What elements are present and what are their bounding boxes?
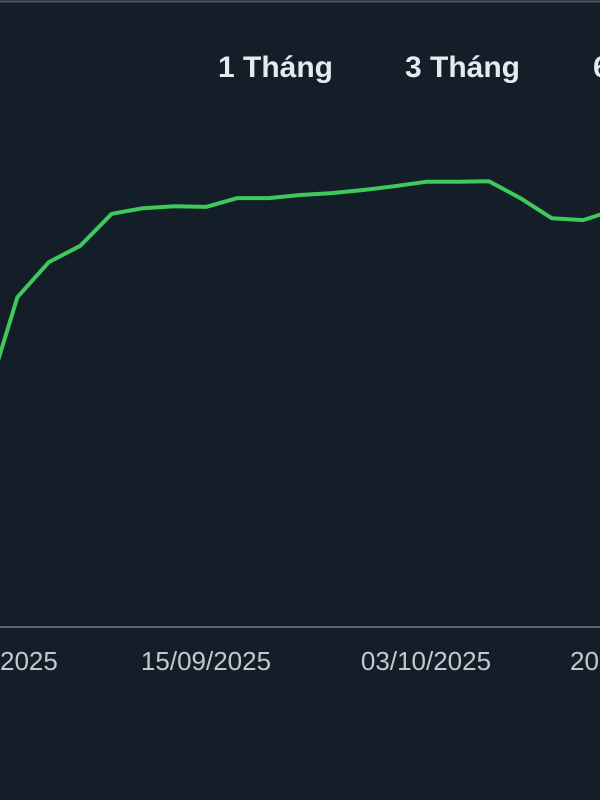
range-button[interactable]: 3 Tháng xyxy=(405,51,520,84)
range-button[interactable]: 1 Tháng xyxy=(218,51,333,84)
x-tick-label: 2025 xyxy=(0,646,58,676)
series-line xyxy=(0,179,600,362)
x-tick-label: 03/10/2025 xyxy=(361,646,491,676)
x-tick-label: 15/09/2025 xyxy=(141,646,271,676)
x-tick-label: 20 xyxy=(570,646,599,676)
range-button[interactable]: 6 xyxy=(593,51,600,84)
